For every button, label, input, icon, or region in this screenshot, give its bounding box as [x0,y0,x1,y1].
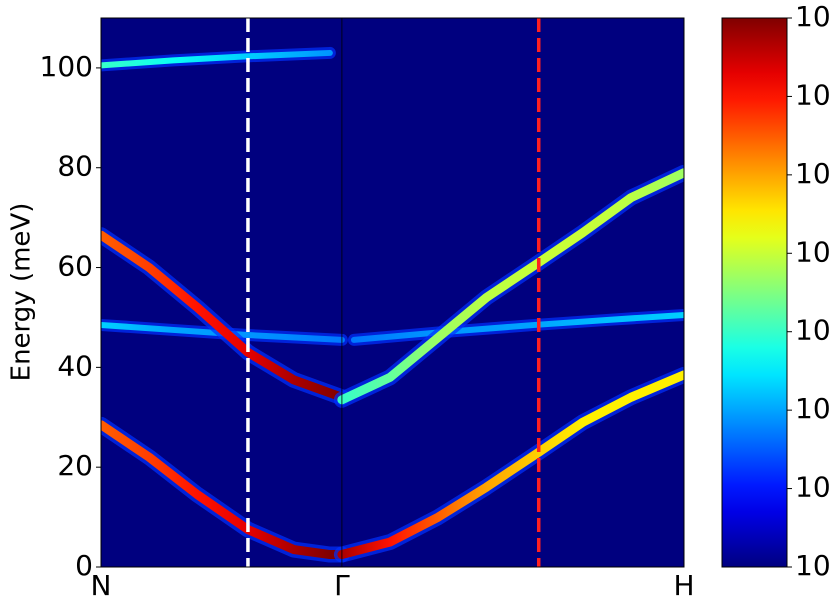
y-tick-label: 20 [57,449,93,482]
x-tick-label: Γ [334,569,350,602]
colorbar-tick-label: 10⁻¹ [795,392,830,425]
x-tick-label: H [673,569,694,602]
plot-background [101,18,684,567]
colorbar-tick-label: 10⁻³ [795,549,830,582]
band [350,311,684,343]
colorbar-tick-label: 10⁻² [795,471,830,504]
bands [101,46,684,563]
band [101,49,333,69]
y-tick-label: 80 [57,150,93,183]
band [101,321,345,343]
colorbar-tick-label: 10² [795,157,830,190]
y-tick-label: 0 [75,549,93,582]
colorbar [721,17,788,568]
colorbar-tick-label: 10³ [795,78,830,111]
band [337,168,684,405]
band [337,370,684,560]
y-axis-label: Energy (meV) [7,203,37,382]
y-tick-label: 60 [57,250,93,283]
colorbar-tick-label: 10¹ [795,235,830,268]
colorbar-tick-label: 10⁰ [795,314,830,347]
colorbar-tick-label: 10⁴ [795,0,830,33]
band [101,230,347,402]
y-tick-label: 40 [57,349,93,382]
x-tick-label: N [91,569,112,602]
plot-frame [100,17,685,568]
y-tick-label: 100 [40,50,93,83]
